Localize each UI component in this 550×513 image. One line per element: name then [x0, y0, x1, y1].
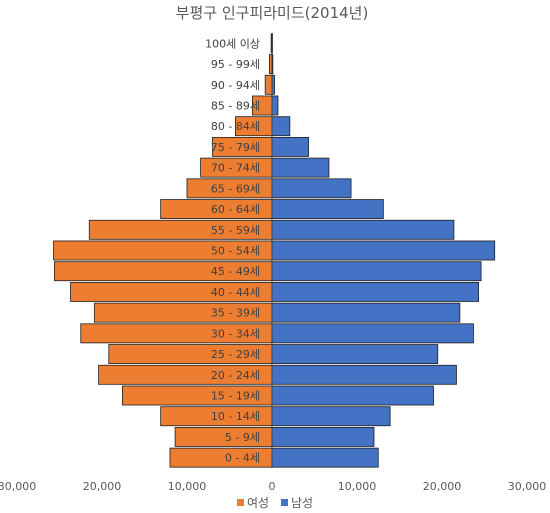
legend-label-female: 여성 [247, 496, 269, 510]
male-bar-0 [271, 447, 379, 468]
category-label-12: 60 - 64세 [211, 203, 260, 216]
male-bar-4 [271, 364, 457, 385]
category-label-13: 65 - 69세 [211, 182, 260, 195]
male-bar-13 [271, 178, 352, 199]
category-label-19: 95 - 99세 [211, 58, 260, 71]
category-label-5: 25 - 29세 [211, 348, 260, 361]
x-tick-label-0: 30,000 [0, 480, 36, 493]
male-bar-17 [271, 95, 279, 116]
x-tick-label-5: 20,000 [423, 480, 462, 493]
category-label-20: 100세 이상 [205, 37, 260, 50]
x-axis-ticks: 30,000 20,000 10,000 0 10,000 20,000 30,000 [0, 480, 546, 493]
legend: 여성 남성 [237, 496, 313, 510]
x-tick-label-6: 30,000 [508, 480, 547, 493]
category-label-18: 90 - 94세 [211, 79, 260, 92]
male-bar-1 [271, 426, 375, 447]
category-label-2: 10 - 14세 [211, 410, 260, 423]
category-label-8: 40 - 44세 [211, 286, 260, 299]
category-label-6: 30 - 34세 [211, 327, 260, 340]
male-bar-9 [271, 261, 482, 282]
x-tick-label-1: 20,000 [83, 480, 122, 493]
category-label-3: 15 - 19세 [211, 390, 260, 403]
category-labels: 0 - 4세 5 - 9세 10 - 14세 15 - 19세 20 - 24세 25 -… [205, 37, 260, 464]
category-label-7: 35 - 39세 [211, 307, 260, 320]
legend-swatch-male [281, 499, 288, 506]
male-bar-8 [271, 281, 479, 302]
male-bar-5 [271, 344, 439, 364]
male-bar-14 [271, 157, 330, 178]
male-bar-16 [271, 116, 291, 137]
category-label-1: 5 - 9세 [225, 431, 260, 444]
category-label-9: 45 - 49세 [211, 265, 260, 278]
category-label-16: 80 - 84세 [211, 120, 260, 133]
category-label-17: 85 - 89세 [211, 100, 260, 113]
male-bar-15 [271, 136, 309, 157]
x-tick-label-2: 10,000 [168, 480, 207, 493]
category-label-11: 55 - 59세 [211, 224, 260, 237]
male-bar-12 [271, 199, 384, 220]
chart-title: 부평구 인구피라미드(2014년) [176, 4, 369, 22]
category-label-10: 50 - 54세 [211, 245, 260, 258]
category-label-15: 75 - 79세 [211, 141, 260, 154]
male-bar-11 [271, 219, 455, 240]
female-bar-18 [264, 74, 273, 95]
male-bar-7 [271, 302, 461, 323]
legend-label-male: 남성 [291, 496, 313, 510]
male-bar-2 [271, 406, 391, 427]
x-tick-label-3: 0 [269, 480, 276, 493]
category-label-14: 70 - 74세 [211, 162, 260, 175]
legend-swatch-female [237, 499, 244, 506]
category-label-4: 20 - 24세 [211, 369, 260, 382]
category-label-0: 0 - 4세 [225, 452, 260, 465]
male-bar-3 [271, 385, 434, 406]
male-bar-10 [271, 240, 496, 261]
male-bar-6 [271, 323, 474, 344]
x-tick-label-4: 10,000 [338, 480, 377, 493]
bars-group [53, 33, 496, 468]
